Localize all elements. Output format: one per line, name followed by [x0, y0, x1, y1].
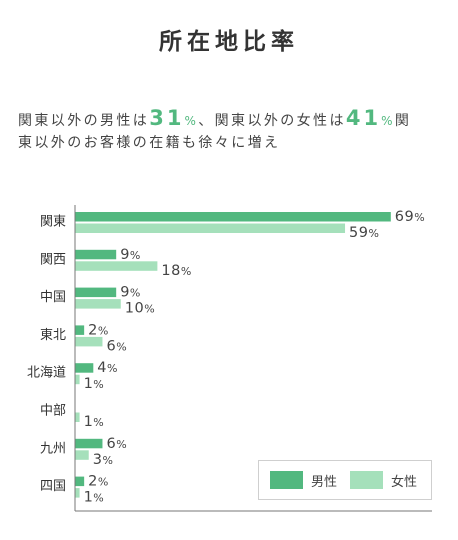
value-label-female: 3%	[93, 452, 114, 468]
value-label-female: 1%	[84, 490, 105, 506]
bars-group: 関東 69%59%関西 9%18%中国 9%10%東北 2%6%北海道 4%1%中部1%九…	[27, 209, 425, 506]
bar-male	[75, 249, 117, 260]
bar-male	[75, 325, 85, 335]
category-label: 東北	[40, 327, 66, 343]
category-label: 四国	[40, 479, 66, 494]
bar-female	[75, 299, 121, 309]
value-label-male: 4%	[97, 360, 118, 376]
value-label-male: 2%	[88, 322, 109, 338]
value-label-female: 6%	[106, 338, 127, 354]
value-label-female: 10%	[125, 301, 155, 317]
bar-male	[75, 476, 85, 487]
bar-female	[75, 374, 80, 385]
bar-female	[75, 488, 80, 498]
legend-label-male: 男性	[311, 474, 338, 490]
bar-female	[75, 412, 80, 422]
value-label-male: 9%	[120, 285, 141, 301]
category-label: 九州	[40, 441, 66, 456]
page-title: 所在地比率	[159, 29, 299, 55]
category-label: 中国	[40, 290, 66, 305]
value-label-female: 18%	[161, 263, 191, 279]
value-label-female: 1%	[84, 414, 105, 430]
intro-line-1: 関東以外の男性は31%、関東以外の女性は41%関	[18, 105, 411, 134]
bar-male	[75, 363, 94, 373]
bar-male	[75, 438, 103, 449]
value-label-female: 1%	[84, 376, 105, 392]
bar-male	[75, 212, 391, 222]
value-label-male: 69%	[395, 209, 425, 225]
female-outside-kanto-rate: 41	[345, 106, 382, 130]
legend-item-male: 男性	[270, 471, 337, 490]
bar-female	[75, 223, 346, 233]
percent-unit: %	[184, 114, 199, 128]
bar-female	[75, 450, 89, 460]
value-label-male: 6%	[106, 436, 127, 452]
value-label-female: 59%	[349, 225, 379, 241]
category-label: 関東	[40, 214, 66, 230]
legend-item-female: 女性	[350, 471, 417, 490]
category-label: 北海道	[27, 366, 66, 381]
legend-label-female: 女性	[391, 474, 418, 490]
bar-female	[75, 261, 158, 271]
chart-legend: 男性 女性	[258, 460, 432, 500]
male-outside-kanto-rate: 31	[149, 106, 185, 130]
intro-text: 関	[394, 113, 412, 129]
value-label-male: 9%	[120, 247, 141, 263]
value-label-male: 2%	[88, 474, 109, 490]
category-label: 関西	[40, 252, 66, 267]
legend-swatch-male	[270, 471, 303, 489]
intro-text: 、関東以外の女性は	[198, 113, 346, 129]
percent-unit: %	[381, 114, 395, 128]
category-label: 中部	[40, 404, 66, 419]
intro-text: 東以外のお客様の在籍も徐々に増え	[18, 135, 281, 151]
bar-male	[75, 287, 117, 298]
legend-swatch-female	[350, 471, 384, 489]
bar-female	[75, 336, 103, 347]
intro-line-2: 東以外のお客様の在籍も徐々に増え	[18, 130, 280, 156]
intro-text: 関東以外の男性は	[18, 113, 150, 129]
